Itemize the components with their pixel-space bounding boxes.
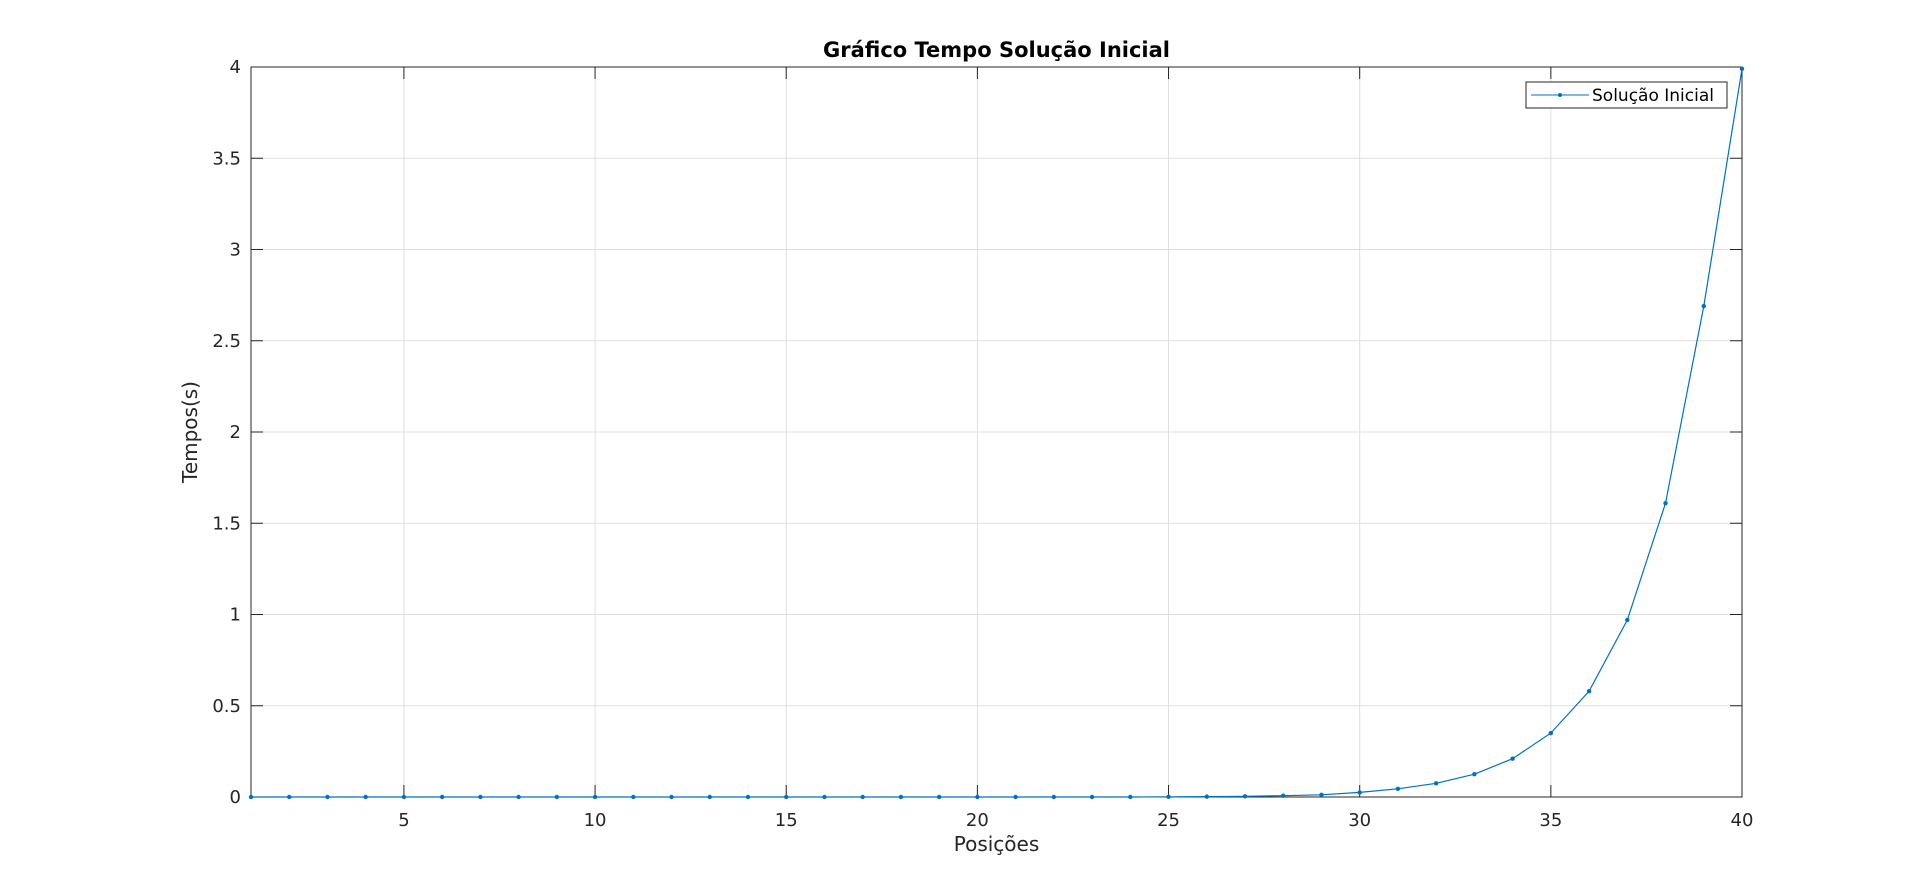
x-tick-label: 5: [398, 810, 409, 831]
y-tick-label: 2.5: [212, 331, 241, 352]
data-point: [439, 794, 445, 800]
data-point: [1281, 793, 1286, 798]
data-point: [1433, 781, 1439, 786]
data-point: [1089, 794, 1095, 800]
data-point: [363, 794, 368, 800]
data-point: [898, 794, 904, 800]
data-point: [401, 794, 407, 800]
data-point: [1510, 756, 1515, 761]
data-point: [1204, 794, 1209, 799]
data-point: [1051, 794, 1057, 800]
chart-title: Gráfico Tempo Solução Inicial: [823, 38, 1170, 62]
data-point: [707, 794, 712, 800]
y-tick-label: 4: [230, 57, 241, 78]
data-point: [554, 794, 560, 800]
data-point: [1663, 500, 1668, 506]
y-tick-label: 3: [230, 240, 241, 261]
data-point: [975, 794, 980, 800]
x-tick-label: 10: [584, 810, 607, 831]
data-point: [745, 794, 751, 800]
data-point: [1357, 790, 1362, 795]
series-line: [251, 68, 1743, 798]
data-point: [1319, 792, 1324, 798]
y-tick-label: 0: [230, 787, 241, 808]
y-tick-label: 1.5: [212, 513, 241, 534]
x-tick-label: 30: [1348, 810, 1371, 831]
y-tick-label: 3.5: [212, 148, 241, 169]
data-point: [1395, 786, 1401, 791]
series: [248, 66, 1745, 800]
data-point: [516, 794, 521, 800]
legend-marker: [1558, 93, 1562, 97]
y-axis-label: Tempos(s): [178, 381, 202, 484]
data-point: [248, 794, 254, 800]
data-point: [478, 794, 483, 800]
data-point: [1701, 303, 1706, 309]
data-point: [860, 794, 865, 800]
data-point: [287, 794, 292, 800]
legend: Solução Inicial: [1525, 81, 1728, 109]
ticks: 5 10 15 20 25 30 35 40 0 0.5 1 1.5 2 2.5 3 3.5 4: [212, 57, 1753, 831]
y-tick-label: 0.5: [212, 696, 241, 717]
data-point: [1013, 794, 1018, 800]
x-tick-label: 25: [1157, 810, 1180, 831]
data-point: [1586, 688, 1592, 694]
legend-entry-label: Solução Inicial: [1592, 86, 1714, 106]
data-point: [1166, 794, 1171, 800]
data-point: [325, 794, 330, 800]
data-point: [1128, 794, 1133, 800]
x-tick-label: 20: [966, 810, 989, 831]
y-tick-label: 2: [230, 422, 241, 443]
x-axis-label: Posições: [954, 832, 1040, 856]
data-point: [784, 794, 789, 800]
x-tick-label: 15: [775, 810, 798, 831]
data-point: [592, 794, 598, 800]
data-point: [1625, 617, 1630, 623]
data-point: [1242, 794, 1248, 799]
data-point: [1472, 771, 1477, 777]
y-tick-label: 1: [230, 605, 241, 626]
data-point: [631, 794, 636, 800]
data-point: [936, 794, 942, 800]
data-point: [669, 794, 674, 800]
data-point: [1739, 66, 1745, 72]
data-point: [1548, 730, 1554, 736]
data-point: [822, 794, 827, 800]
x-tick-label: 40: [1731, 810, 1754, 831]
x-tick-label: 35: [1539, 810, 1562, 831]
